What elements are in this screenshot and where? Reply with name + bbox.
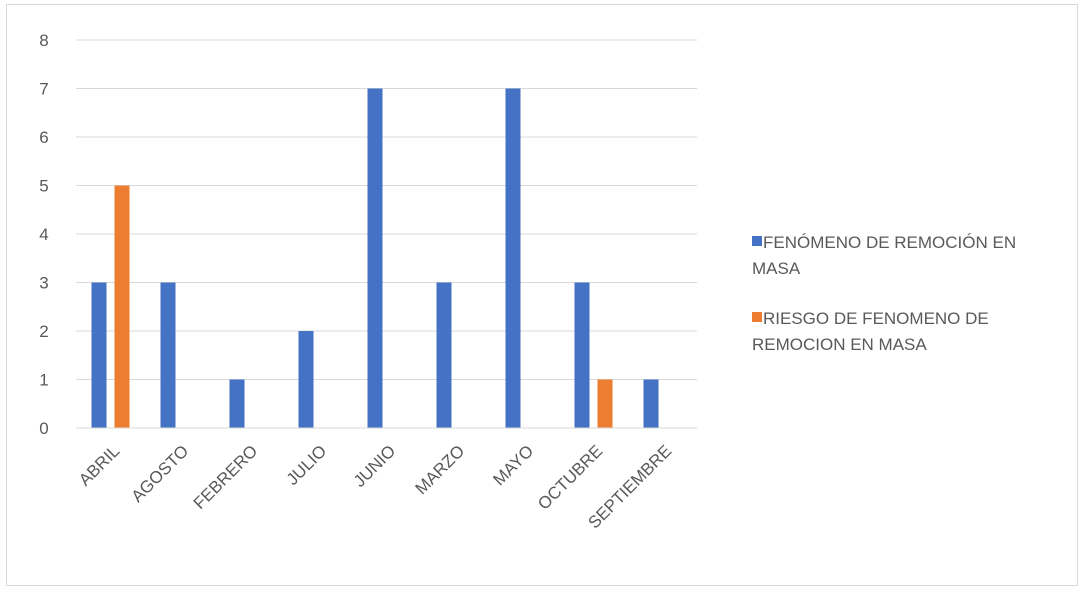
y-tick-label: 5 <box>39 177 48 196</box>
gridlines <box>76 39 697 380</box>
bar-riesgo-octubre <box>597 379 613 428</box>
x-tick-label: AGOSTO <box>128 441 193 506</box>
bar-fenomeno-octubre <box>574 282 590 428</box>
bar-fenomeno-febrero <box>229 379 245 428</box>
y-tick-label: 7 <box>39 80 48 99</box>
legend-label: MASA <box>752 259 801 278</box>
legend-swatch <box>752 236 762 246</box>
y-tick-label: 0 <box>39 419 48 438</box>
y-tick-label: 3 <box>39 274 48 293</box>
legend-label: FENÓMENO DE REMOCIÓN EN <box>763 233 1016 252</box>
y-tick-label: 8 <box>39 31 48 50</box>
x-tick-label: ABRIL <box>75 441 123 489</box>
bar-fenomeno-septiembre <box>643 379 659 428</box>
bar-riesgo-abril <box>114 185 130 428</box>
x-tick-label: MAYO <box>489 441 537 489</box>
y-tick-label: 4 <box>39 225 48 244</box>
x-tick-label: MARZO <box>411 441 468 498</box>
x-tick-label: JULIO <box>283 441 331 489</box>
legend: FENÓMENO DE REMOCIÓN EN MASA RIESGO DE FEN… <box>752 233 1016 354</box>
bar-fenomeno-junio <box>367 88 383 428</box>
y-tick-label: 1 <box>39 371 48 390</box>
x-tick-label: JUNIO <box>350 441 399 490</box>
legend-label: REMOCION EN MASA <box>752 335 927 354</box>
y-axis-ticks: 0 1 2 3 4 5 6 7 8 <box>39 31 48 438</box>
x-tick-label: OCTUBRE <box>534 441 606 513</box>
bar-fenomeno-marzo <box>436 282 452 428</box>
y-tick-label: 2 <box>39 322 48 341</box>
bar-fenomeno-abril <box>91 282 107 428</box>
bar-fenomeno-julio <box>298 331 314 428</box>
bar-fenomeno-mayo <box>505 88 521 428</box>
legend-label: RIESGO DE FENOMENO DE <box>763 309 989 328</box>
legend-swatch <box>752 312 762 322</box>
bars <box>91 88 659 428</box>
chart-frame <box>6 4 1078 586</box>
x-tick-label: FEBRERO <box>190 441 262 513</box>
bar-fenomeno-agosto <box>160 282 176 428</box>
y-tick-label: 6 <box>39 128 48 147</box>
